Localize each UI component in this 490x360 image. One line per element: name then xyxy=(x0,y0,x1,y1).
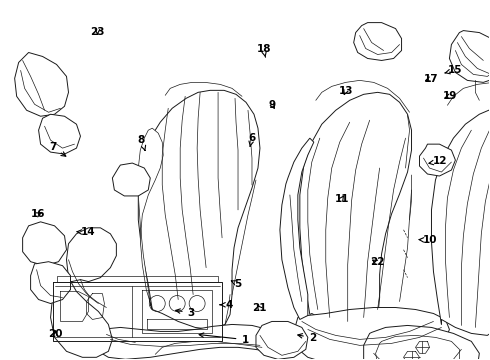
Text: 15: 15 xyxy=(445,65,463,75)
Polygon shape xyxy=(50,228,116,357)
Text: 14: 14 xyxy=(77,228,95,237)
Text: 13: 13 xyxy=(339,86,353,96)
Text: 22: 22 xyxy=(369,257,384,267)
Text: 12: 12 xyxy=(429,156,448,166)
Text: 16: 16 xyxy=(30,210,45,220)
Polygon shape xyxy=(376,336,460,360)
Polygon shape xyxy=(449,31,490,82)
Text: 6: 6 xyxy=(248,134,255,146)
Text: 5: 5 xyxy=(231,279,242,289)
Text: 3: 3 xyxy=(176,308,195,318)
Polygon shape xyxy=(15,53,69,116)
Text: 4: 4 xyxy=(220,300,233,310)
Polygon shape xyxy=(97,324,282,359)
Polygon shape xyxy=(112,163,150,196)
Text: 8: 8 xyxy=(138,135,146,150)
Text: 23: 23 xyxy=(90,27,105,36)
Polygon shape xyxy=(294,307,449,360)
Polygon shape xyxy=(138,128,163,310)
Text: 1: 1 xyxy=(199,333,248,345)
Polygon shape xyxy=(280,138,314,319)
Text: 7: 7 xyxy=(49,142,66,156)
Polygon shape xyxy=(39,114,80,154)
Polygon shape xyxy=(364,325,479,360)
Text: 21: 21 xyxy=(252,303,267,314)
Polygon shape xyxy=(354,23,401,60)
Polygon shape xyxy=(138,90,260,329)
Polygon shape xyxy=(30,262,71,303)
Text: 20: 20 xyxy=(48,329,63,339)
Text: 18: 18 xyxy=(256,45,271,57)
Text: 2: 2 xyxy=(298,333,316,343)
Polygon shape xyxy=(256,321,308,359)
Text: 9: 9 xyxy=(269,100,276,110)
Polygon shape xyxy=(419,144,455,176)
Text: 19: 19 xyxy=(443,91,457,101)
Text: 11: 11 xyxy=(335,194,349,204)
Text: 17: 17 xyxy=(423,74,438,84)
Polygon shape xyxy=(23,222,67,266)
Polygon shape xyxy=(432,106,490,336)
Text: 10: 10 xyxy=(419,235,437,245)
Polygon shape xyxy=(300,92,412,332)
